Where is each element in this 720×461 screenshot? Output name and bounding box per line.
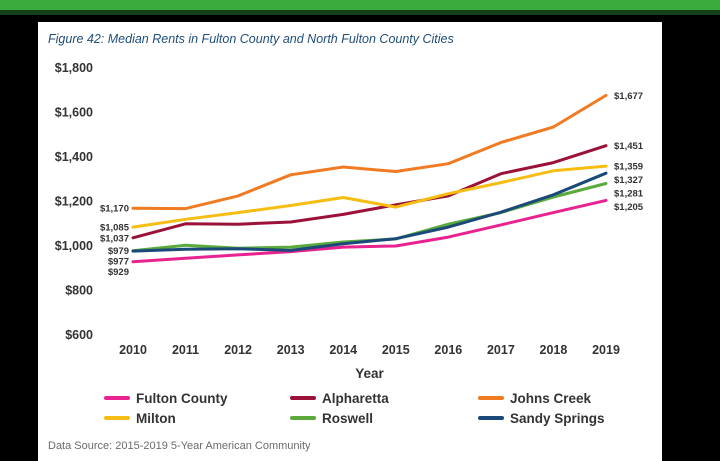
x-tick-label: 2010 xyxy=(119,343,147,357)
legend-label: Roswell xyxy=(322,410,374,426)
start-value-label: $977 xyxy=(108,257,129,268)
series-line-alpharetta xyxy=(131,144,608,240)
legend-item-roswell: Roswell xyxy=(290,409,373,427)
start-value-label: $1,037 xyxy=(100,233,129,244)
y-axis: $600 $800 $1,000 $1,200 $1,400 $1,600 $1,800 xyxy=(55,61,93,342)
start-value-label: $979 xyxy=(108,246,129,257)
end-value-label: $1,205 xyxy=(614,202,644,213)
end-value-label: $1,677 xyxy=(614,91,643,102)
start-value-label: $929 xyxy=(108,267,129,278)
legend-label: Milton xyxy=(136,410,176,426)
series-line-milton xyxy=(131,164,608,229)
series-lines xyxy=(131,93,608,264)
top-accent-bar xyxy=(0,0,720,10)
legend-item-milton: Milton xyxy=(104,409,176,427)
end-value-label: $1,451 xyxy=(614,141,644,152)
x-tick-label: 2018 xyxy=(540,343,568,357)
y-tick-label: $1,000 xyxy=(55,239,93,253)
x-tick-label: 2012 xyxy=(224,343,252,357)
legend-swatch xyxy=(290,396,316,400)
end-value-label: $1,327 xyxy=(614,175,643,186)
legend-item-fulton-county: Fulton County xyxy=(104,389,227,407)
x-tick-label: 2019 xyxy=(592,343,620,357)
x-axis-title: Year xyxy=(355,366,384,381)
legend-label: Sandy Springs xyxy=(510,410,605,426)
source-note: Data Source: 2015-2019 5-Year American C… xyxy=(48,440,311,452)
y-tick-label: $1,400 xyxy=(55,150,93,164)
y-tick-label: $800 xyxy=(65,284,93,298)
x-axis: 2010 2011 2012 2013 2014 2015 2016 2017 2018 2019… xyxy=(119,343,620,381)
legend-swatch xyxy=(478,416,504,420)
legend-swatch xyxy=(478,396,504,400)
start-value-label: $1,085 xyxy=(100,223,130,234)
legend-swatch xyxy=(104,396,130,400)
figure-title: Figure 42: Median Rents in Fulton County… xyxy=(48,32,454,46)
legend-swatch xyxy=(290,416,316,420)
data-labels: $1,170 $1,085$1,037 $979$977$929 $1,677 $1,4… xyxy=(100,91,644,278)
x-tick-label: 2014 xyxy=(329,343,357,357)
x-tick-label: 2011 xyxy=(172,343,199,357)
legend-label: Alpharetta xyxy=(322,390,389,406)
legend-label: Fulton County xyxy=(136,390,228,406)
legend-item-johns-creek: Johns Creek xyxy=(478,389,591,407)
series-line-sandy-springs xyxy=(131,171,608,253)
legend-swatch xyxy=(104,416,130,420)
top-accent-shadow xyxy=(0,10,720,15)
x-tick-label: 2016 xyxy=(434,343,462,357)
start-value-label: $1,170 xyxy=(100,204,129,215)
x-tick-label: 2017 xyxy=(487,343,515,357)
x-tick-label: 2015 xyxy=(382,343,410,357)
legend-item-alpharetta: Alpharetta xyxy=(290,389,389,407)
y-tick-label: $600 xyxy=(65,328,93,342)
series-line-johns-creek xyxy=(131,93,608,211)
end-value-label: $1,281 xyxy=(614,189,644,200)
legend-label: Johns Creek xyxy=(510,390,592,406)
y-tick-label: $1,200 xyxy=(55,195,93,209)
series-line-fulton-county xyxy=(131,198,608,264)
end-value-label: $1,359 xyxy=(614,162,643,173)
y-tick-label: $1,600 xyxy=(55,106,93,120)
legend-item-sandy-springs: Sandy Springs xyxy=(478,409,605,427)
y-tick-label: $1,800 xyxy=(55,61,93,75)
x-tick-label: 2013 xyxy=(277,343,305,357)
